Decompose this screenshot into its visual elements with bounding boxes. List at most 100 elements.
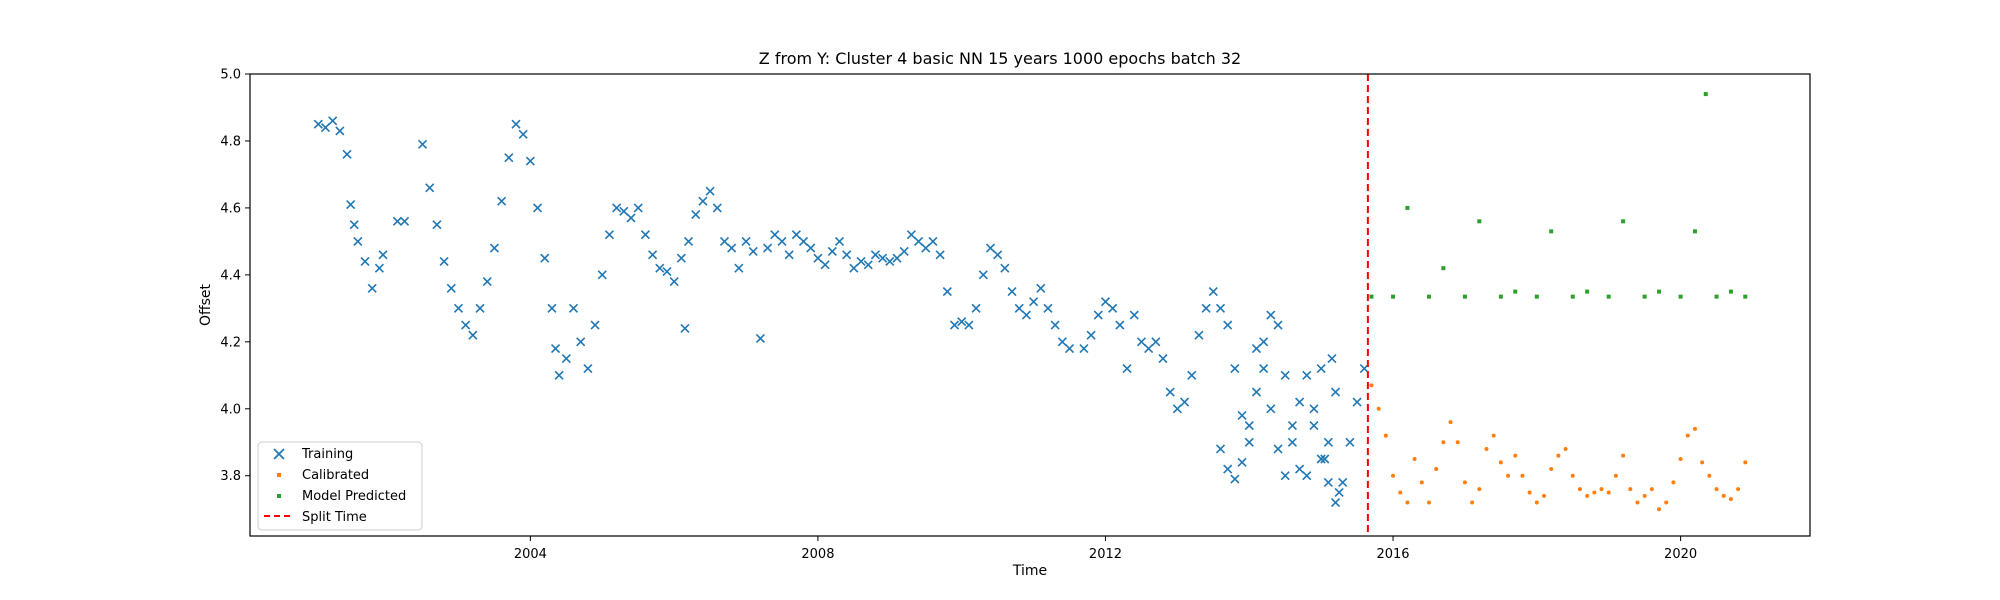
- model-predicted-point: [1714, 294, 1719, 299]
- calibrated-point: [1383, 433, 1388, 438]
- training-point-stroke: [791, 230, 801, 240]
- training-point-stroke: [554, 370, 564, 380]
- y-tick-label: 4.8: [220, 134, 241, 149]
- calibrated-point: [1613, 473, 1618, 478]
- training-point-stroke: [1316, 364, 1326, 374]
- training-point-stroke: [813, 253, 823, 263]
- training-point-stroke: [1165, 387, 1175, 397]
- training-point: [1316, 454, 1326, 464]
- training-point-stroke: [648, 250, 658, 260]
- training-point-stroke: [942, 287, 952, 297]
- training-point: [1287, 437, 1297, 447]
- training-point-stroke: [1323, 477, 1333, 488]
- training-point: [425, 183, 435, 193]
- training-point-stroke: [1014, 303, 1024, 313]
- training-point-stroke: [964, 320, 974, 330]
- calibrated-point: [1513, 453, 1518, 458]
- training-point: [978, 270, 988, 280]
- training-point: [928, 236, 938, 246]
- training-point-stroke: [320, 122, 331, 133]
- calibrated-point: [1484, 446, 1489, 451]
- calibrated-point: [1707, 473, 1712, 478]
- training-point-stroke: [550, 343, 561, 354]
- training-point: [374, 263, 384, 273]
- model-predicted-point: [1534, 294, 1539, 299]
- training-point-stroke: [1000, 263, 1010, 273]
- training-point-stroke: [978, 270, 988, 280]
- legend-item-calibrated: Calibrated: [277, 468, 369, 483]
- calibrated-point: [1527, 490, 1532, 495]
- x-tick-label: 2008: [801, 547, 834, 562]
- training-point-stroke: [842, 250, 852, 260]
- model-predicted-point: [1678, 294, 1683, 299]
- training-point-stroke: [619, 206, 629, 216]
- training-point: [1345, 437, 1355, 447]
- training-point-stroke: [770, 230, 780, 240]
- training-point: [1100, 297, 1111, 307]
- training-point-stroke: [993, 250, 1003, 260]
- legend-label-calibrated: Calibrated: [302, 468, 369, 483]
- training-point: [399, 216, 410, 226]
- training-point: [453, 303, 464, 313]
- training-point-stroke: [921, 243, 931, 253]
- training-point: [1136, 337, 1146, 347]
- training-point-stroke: [482, 276, 492, 287]
- training-point: [568, 303, 579, 313]
- training-point: [1280, 471, 1290, 481]
- training-point-stroke: [1029, 297, 1039, 307]
- training-point-stroke: [360, 256, 370, 267]
- calibrated-point: [1412, 457, 1417, 461]
- training-point-stroke: [949, 320, 960, 330]
- training-point-stroke: [626, 213, 636, 223]
- training-point: [777, 236, 787, 246]
- x-tick-label: 2016: [1376, 547, 1409, 562]
- training-point-stroke: [906, 230, 916, 240]
- training-point-stroke: [1280, 370, 1290, 380]
- training-point-stroke: [1079, 343, 1089, 354]
- training-point: [511, 119, 521, 129]
- model-predicted-point: [1743, 294, 1748, 299]
- training-point: [985, 243, 996, 253]
- training-point-stroke: [1334, 487, 1344, 498]
- model-predicted-point: [1585, 289, 1590, 294]
- training-point: [1244, 437, 1254, 447]
- training-point-stroke: [676, 253, 686, 263]
- x-tick-label: 2012: [1089, 547, 1122, 562]
- training-point: [1057, 337, 1067, 347]
- training-point-stroke: [313, 119, 323, 129]
- training-point-stroke: [1201, 303, 1211, 313]
- training-point: [1259, 337, 1269, 347]
- training-point-stroke: [633, 203, 643, 213]
- training-point-stroke: [1122, 364, 1132, 374]
- training-point-stroke: [748, 246, 758, 257]
- training-point: [698, 196, 708, 206]
- legend-label-model-predicted: Model Predicted: [302, 489, 406, 504]
- training-point-stroke: [518, 129, 528, 139]
- y-tick-label: 4.0: [220, 402, 241, 417]
- training-point-stroke: [597, 270, 607, 280]
- training-point: [1122, 364, 1132, 374]
- training-point: [827, 246, 837, 257]
- training-point-stroke: [1208, 287, 1218, 297]
- legend-box: [257, 441, 423, 531]
- training-point: [626, 213, 636, 223]
- training-point: [1323, 437, 1333, 447]
- training-point-stroke: [583, 364, 593, 374]
- x-tick-label: 2020: [1664, 547, 1697, 562]
- training-point: [1230, 474, 1240, 484]
- training-point: [1050, 320, 1060, 330]
- calibrated-point: [1577, 487, 1582, 492]
- training-point-stroke: [1266, 404, 1276, 414]
- training-point: [349, 220, 359, 230]
- calibrated-point: [1419, 480, 1424, 485]
- training-point-stroke: [849, 263, 859, 273]
- training-point: [863, 260, 873, 270]
- training-point: [1000, 263, 1010, 273]
- legend-item-training: Training: [273, 447, 353, 462]
- training-point-stroke: [935, 250, 945, 260]
- x-axis-label: Time: [1012, 563, 1047, 579]
- training-point: [906, 230, 916, 240]
- training-point-stroke: [691, 210, 701, 220]
- model-predicted-point: [1462, 294, 1467, 299]
- training-point: [597, 270, 607, 280]
